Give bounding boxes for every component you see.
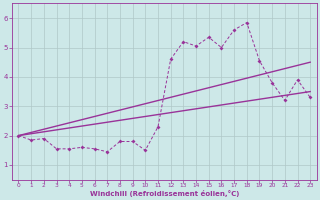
X-axis label: Windchill (Refroidissement éolien,°C): Windchill (Refroidissement éolien,°C) bbox=[90, 190, 239, 197]
